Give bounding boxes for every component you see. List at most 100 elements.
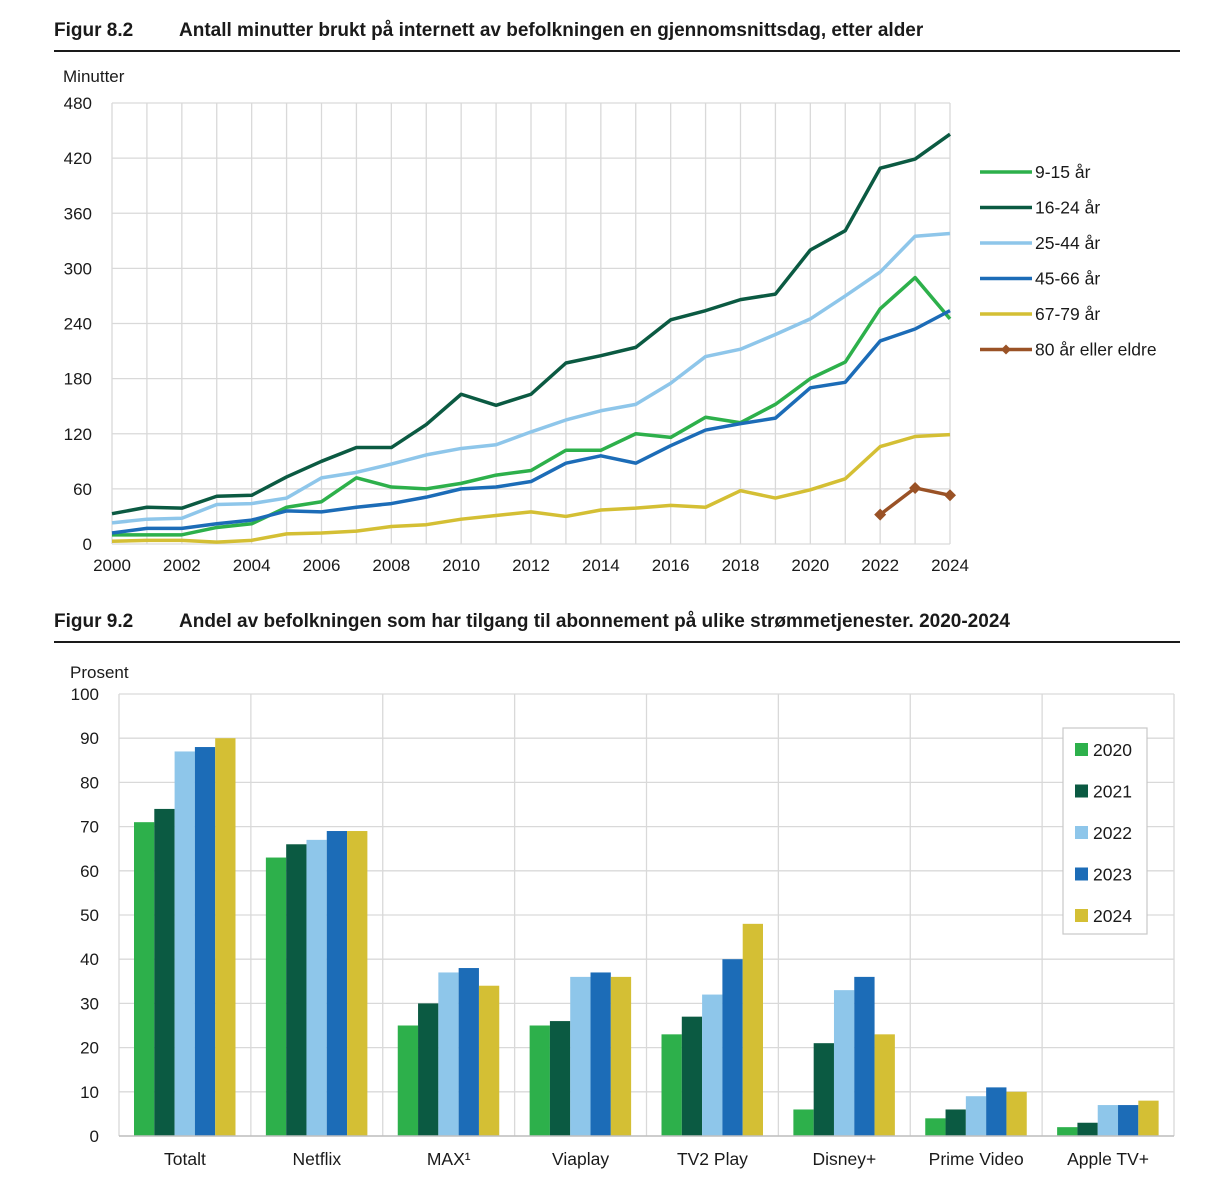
- y-tick-label: 240: [64, 315, 92, 334]
- figure-number: Figur 9.2: [54, 611, 134, 632]
- figure-title: Antall minutter brukt på internett av be…: [179, 20, 924, 41]
- bar-2022-0: [174, 751, 195, 1136]
- series-marker: [944, 489, 956, 502]
- bar-2021-7: [1077, 1122, 1098, 1136]
- x-tick-label: 2008: [372, 556, 410, 575]
- category-label: Apple TV+: [1067, 1149, 1149, 1169]
- legend-label: 80 år eller eldre: [1035, 340, 1157, 360]
- bar-2023-6: [986, 1087, 1007, 1136]
- bar-2024-5: [874, 1034, 895, 1136]
- bar-2022-3: [570, 976, 591, 1136]
- bar-2020-5: [793, 1109, 814, 1136]
- series-line-1: [111, 132, 952, 516]
- y-tick-label: 10: [80, 1083, 99, 1102]
- legend-label: 2022: [1093, 823, 1132, 843]
- bar-2020-3: [529, 1025, 550, 1136]
- bar-2024-2: [478, 985, 500, 1136]
- x-tick-label: 2002: [163, 556, 201, 575]
- legend-label: 16-24 år: [1035, 198, 1100, 218]
- bar-2023-5: [854, 976, 875, 1136]
- y-tick-label: 20: [80, 1039, 99, 1058]
- bar-2021-5: [813, 1043, 834, 1136]
- x-tick-label: 2012: [512, 556, 550, 575]
- legend-swatch: [1075, 784, 1088, 798]
- legend-label: 25-44 år: [1035, 233, 1100, 253]
- x-tick-label: 2016: [652, 556, 690, 575]
- legend-swatch: [1075, 826, 1088, 839]
- bar-2024-7: [1138, 1100, 1159, 1136]
- x-tick-label: 2000: [93, 556, 131, 575]
- bar-2021-0: [154, 808, 175, 1136]
- bar-2021-4: [681, 1016, 703, 1136]
- y-tick-label: 70: [80, 818, 99, 837]
- y-tick-label: 180: [64, 370, 92, 389]
- bar-2021-6: [945, 1109, 966, 1136]
- x-tick-label: 2018: [722, 556, 760, 575]
- bar-2020-2: [397, 1025, 419, 1136]
- category-label: Prime Video: [929, 1149, 1024, 1169]
- y-tick-label: 60: [80, 862, 99, 881]
- y-tick-label: 50: [80, 906, 99, 925]
- series-marker: [874, 508, 887, 521]
- y-tick-label: 90: [80, 729, 99, 748]
- bar-chart-streaming-services: 0 10 20 30 40 50 60 70 80 90 100 Prosent Totalt Netfl…: [70, 663, 1175, 1169]
- legend-label: 2023: [1093, 865, 1132, 885]
- y-tick-label: 80: [80, 773, 99, 792]
- legend-label: 2020: [1093, 740, 1132, 760]
- legend-swatch: [1075, 743, 1088, 756]
- y-tick-label: 480: [64, 94, 92, 113]
- y-tick-label: 100: [71, 685, 99, 704]
- bar-2020-1: [265, 857, 287, 1136]
- bar-2024-4: [742, 923, 763, 1136]
- category-label: Totalt: [164, 1149, 206, 1169]
- series-line-0: [112, 275, 952, 537]
- legend-swatch: [1075, 867, 1088, 881]
- bar-2022-2: [438, 972, 459, 1136]
- figure-number: Figur 8.2: [54, 20, 134, 41]
- y-axis-label: Minutter: [63, 67, 125, 86]
- x-tick-label: 2014: [582, 556, 620, 575]
- legend-label: 45-66 år: [1035, 269, 1100, 289]
- bar-2022-7: [1097, 1105, 1119, 1136]
- legend-swatch: [1075, 909, 1088, 922]
- y-tick-label: 40: [80, 950, 99, 969]
- category-label: Viaplay: [552, 1149, 609, 1169]
- bar-2023-4: [722, 959, 743, 1136]
- bar-2020-0: [134, 822, 155, 1136]
- bar-2024-1: [347, 831, 368, 1136]
- category-label: Disney+: [812, 1149, 876, 1169]
- category-label: MAX¹: [427, 1149, 471, 1169]
- y-tick-label: 300: [64, 259, 92, 278]
- figure-header-1: Figur 8.2 Antall minutter brukt på inter…: [54, 20, 1180, 52]
- line-chart-internet-minutes: 0 60 120 180 240 300 360 420 480 2000 2002 2004 2006…: [63, 67, 1157, 575]
- legend-marker: [1001, 344, 1011, 355]
- y-tick-label: 0: [90, 1127, 99, 1146]
- y-tick-label: 30: [80, 994, 99, 1013]
- bar-2021-1: [286, 844, 307, 1136]
- bar-2023-1: [326, 831, 348, 1136]
- legend-label: 9-15 år: [1035, 162, 1091, 182]
- category-label: Netflix: [293, 1149, 342, 1169]
- y-tick-label: 420: [64, 149, 92, 168]
- bar-2024-6: [1006, 1091, 1027, 1136]
- y-tick-label: 360: [64, 204, 92, 223]
- legend-label: 67-79 år: [1035, 304, 1100, 324]
- bar-2023-3: [590, 972, 611, 1136]
- series-line-3: [111, 309, 951, 535]
- y-tick-label: 0: [83, 535, 92, 554]
- bar-2022-1: [306, 839, 327, 1136]
- bar-2024-0: [215, 738, 236, 1136]
- x-tick-label: 2010: [442, 556, 480, 575]
- series-line-2: [111, 231, 951, 525]
- bar-2024-3: [610, 976, 632, 1136]
- bar-2020-6: [925, 1118, 946, 1136]
- bar-2022-5: [833, 990, 855, 1136]
- bar-2020-7: [1057, 1127, 1078, 1136]
- bar-2022-4: [702, 994, 723, 1136]
- legend-label: 2021: [1093, 782, 1132, 802]
- series-marker: [909, 481, 922, 494]
- bar-2023-7: [1118, 1105, 1139, 1136]
- y-tick-label: 60: [73, 480, 92, 499]
- figure-title: Andel av befolkningen som har tilgang ti…: [179, 611, 1010, 632]
- legend-label: 2024: [1093, 906, 1132, 926]
